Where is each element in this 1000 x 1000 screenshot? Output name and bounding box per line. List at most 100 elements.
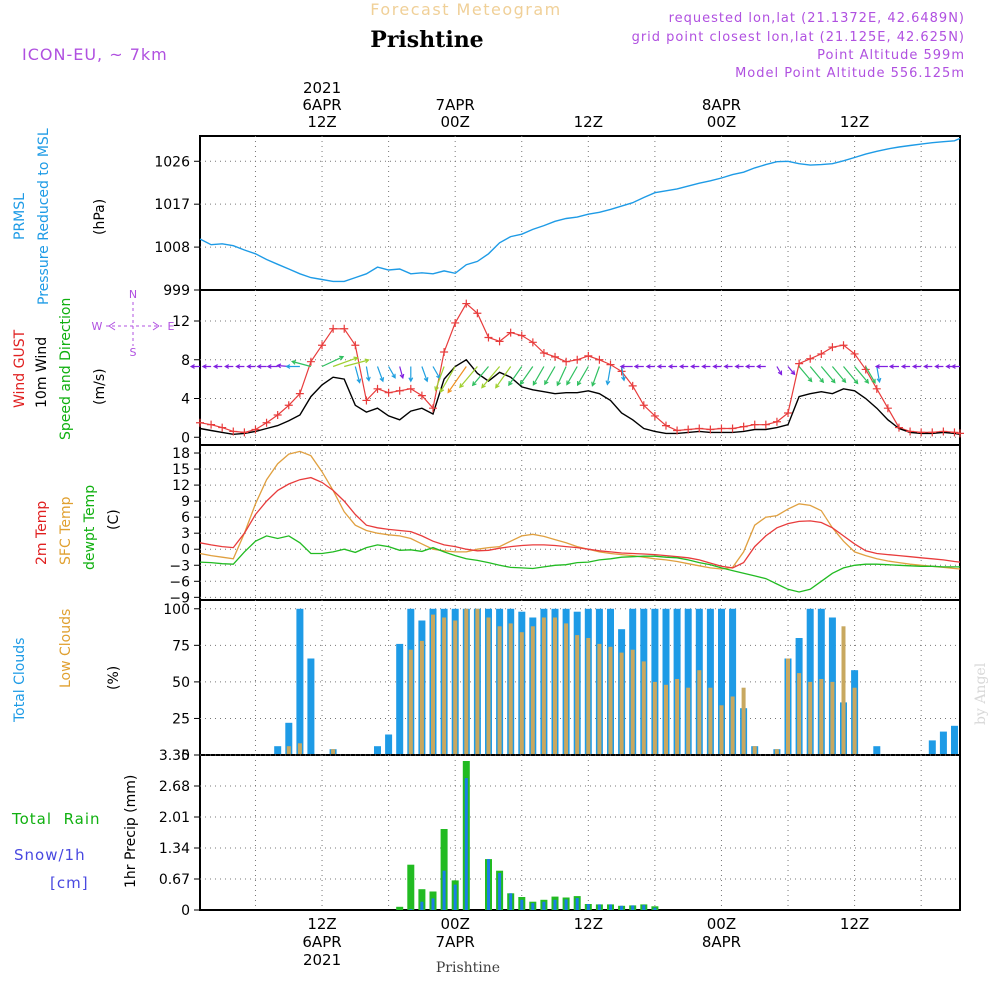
low-cloud-bar (619, 652, 624, 755)
low-cloud-bar (597, 643, 602, 755)
cloud-axis-titles: Total Clouds Low Clouds (%) (12, 609, 122, 723)
gust-marker (251, 425, 260, 434)
wind-direction-arrow (900, 364, 911, 369)
gust-marker (539, 348, 548, 357)
precip-rain-label: Total Rain (11, 810, 101, 828)
wind-direction-arrow (591, 366, 600, 387)
wind-direction-arrow (712, 364, 722, 369)
y-tick-label: −9 (169, 590, 190, 606)
gust-marker (295, 389, 304, 398)
gust-marker (717, 424, 726, 433)
y-tick-label: 12 (172, 314, 190, 330)
gust-marker (817, 349, 826, 358)
y-tick-label: 0.67 (159, 872, 190, 888)
gust-marker (673, 426, 682, 435)
low-cloud-bar (508, 623, 513, 755)
temp-units: (C) (106, 509, 122, 530)
gust-marker (628, 381, 637, 390)
wind-direction-arrow (256, 364, 267, 369)
wind-direction-arrow (950, 364, 960, 369)
bottom-label-day: 6APR (302, 933, 341, 951)
gust-marker (917, 428, 926, 437)
low-cloud-bar (774, 749, 779, 755)
gust-marker (473, 309, 482, 318)
gust-marker (695, 424, 704, 433)
gust-marker (318, 341, 327, 350)
precip-axis-titles: Total Rain Snow/1h [cm] 1hr Precip (mm) (11, 775, 139, 892)
snow-bar (498, 873, 502, 910)
total-cloud-bar (939, 731, 947, 755)
wind-direction-arrow (459, 366, 478, 389)
wind-direction-arrow (519, 366, 534, 386)
gust-marker (373, 384, 382, 393)
y-tick-label: 15 (172, 462, 190, 478)
snow-bar (597, 904, 601, 910)
footer-place: Prishtine (436, 960, 500, 976)
snow-bar (531, 903, 535, 910)
gust-marker (240, 428, 249, 437)
total-cloud-bar (706, 608, 714, 755)
panel-frame-2 (199, 444, 961, 601)
wind-direction-arrow (376, 366, 385, 383)
low-cloud-bar (497, 626, 502, 755)
gust-marker (939, 427, 948, 436)
y-tick-label: 9 (181, 494, 190, 510)
snow-bar (487, 859, 490, 910)
top-label-day: 6APR (302, 96, 341, 114)
rain-bar (396, 906, 404, 910)
wind-direction-arrow (619, 364, 633, 369)
gust-marker (956, 429, 964, 438)
panel-frame-1 (199, 289, 961, 446)
gust-marker (639, 401, 648, 410)
low-cloud-bar (608, 646, 613, 755)
gust-marker (340, 324, 349, 333)
wind-units: (m/s) (92, 368, 108, 405)
low-cloud-bar (541, 617, 546, 755)
y-tick-label: 6 (181, 510, 190, 526)
y-tick-label: 0 (181, 542, 190, 558)
wind-direction-arrow (854, 366, 870, 384)
precip-cm-label: [cm] (50, 874, 89, 892)
gust-marker (839, 341, 848, 350)
low-cloud-bar (730, 696, 735, 755)
y-tick-label: 50 (172, 675, 190, 691)
cloud-total-label: Total Clouds (12, 638, 28, 723)
wind-direction-arrow (787, 366, 796, 376)
total-cloud-bar (928, 740, 936, 755)
y-tick-label: 1008 (154, 240, 190, 256)
low-cloud-bar (286, 746, 291, 755)
info-model-altitude: Model Point Altitude 556.125m (735, 66, 965, 81)
low-cloud-bar (419, 640, 424, 755)
gust-marker (495, 337, 504, 346)
wind-direction-arrow (508, 366, 523, 387)
y-tick-label: −6 (169, 574, 190, 590)
compass-legend: N S W E (92, 288, 175, 359)
top-label-hour: 00Z (707, 113, 736, 131)
cloud-units: (%) (106, 666, 122, 690)
model-label: ICON-EU, ~ 7km (22, 45, 168, 64)
snow-bar (509, 893, 513, 910)
low-cloud-bar (630, 649, 635, 755)
low-cloud-bar (453, 620, 458, 755)
rain-bar (407, 864, 415, 910)
compass-n: N (129, 288, 137, 301)
low-cloud-bar (819, 679, 824, 755)
snow-bar (453, 884, 457, 910)
wind-direction-arrow (354, 366, 362, 384)
wind-dir-label: Speed and Direction (58, 298, 74, 440)
gust-marker (784, 409, 793, 418)
total-cloud-bar (684, 608, 692, 755)
y-tick-label: 1026 (154, 154, 190, 170)
precip-snow-label: Snow/1h (14, 846, 86, 864)
wind-direction-arrow (633, 364, 644, 369)
gust-marker (706, 425, 715, 434)
y-tick-label: 12 (172, 478, 190, 494)
gust-marker (528, 338, 537, 347)
low-cloud-bar (486, 617, 491, 755)
y-tick-label: 2.68 (159, 779, 190, 795)
wind-panel: 0 4 8 12 (172, 289, 964, 446)
low-cloud-bar (475, 608, 480, 755)
snow-bar (631, 905, 635, 910)
gust-marker (451, 318, 460, 327)
wind-direction-arrow (888, 364, 899, 369)
